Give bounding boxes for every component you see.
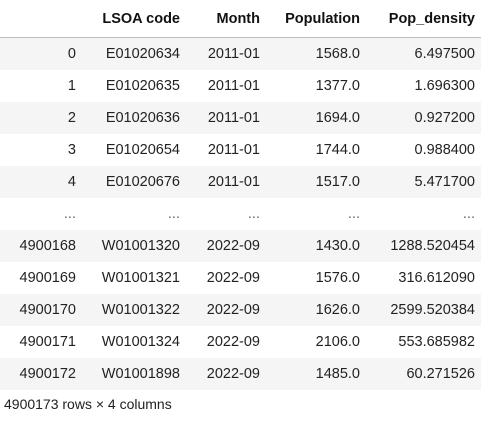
cell-population: ... <box>347 206 360 222</box>
cell-month: 2022-09 <box>206 270 260 286</box>
cell-lsoa-code: E01020634 <box>105 46 180 62</box>
column-header-month: Month <box>186 0 266 38</box>
ellipsis-row: ............... <box>0 198 481 230</box>
cell-population: 1744.0 <box>315 142 360 158</box>
row-index: 0 <box>67 46 76 62</box>
row-index: 4900172 <box>19 366 76 382</box>
column-header-population: Population <box>266 0 366 38</box>
row-index: 1 <box>67 78 76 94</box>
row-index: 4900171 <box>19 334 76 350</box>
cell-month: 2011-01 <box>207 46 260 62</box>
cell-pop-density: 1.696300 <box>414 78 475 94</box>
row-index: 4 <box>67 174 76 190</box>
column-header-index <box>0 0 82 38</box>
table-row: 3 E01020654 2011-01 1744.0 0.988400 <box>0 134 481 166</box>
row-index: ... <box>63 206 76 222</box>
cell-pop-density: 0.927200 <box>414 110 475 126</box>
cell-month: ... <box>247 206 260 222</box>
shape-summary: 4900173 rows × 4 columns <box>4 396 172 412</box>
cell-pop-density: 2599.520384 <box>390 302 475 318</box>
cell-pop-density: 1288.520454 <box>390 238 475 254</box>
cell-pop-density: 316.612090 <box>398 270 475 286</box>
header-row: LSOA code Month Population Pop_density <box>0 0 481 38</box>
cell-pop-density: 60.271526 <box>406 366 475 382</box>
cell-month: 2022-09 <box>206 334 260 350</box>
table-row: 0 E01020634 2011-01 1568.0 6.497500 <box>0 37 481 70</box>
row-index: 4900168 <box>19 238 76 254</box>
cell-population: 1517.0 <box>315 174 360 190</box>
cell-pop-density: 553.685982 <box>398 334 475 350</box>
cell-pop-density: ... <box>462 206 475 222</box>
cell-population: 1626.0 <box>315 302 360 318</box>
table-row: 4 E01020676 2011-01 1517.0 5.471700 <box>0 166 481 198</box>
row-index: 3 <box>67 142 76 158</box>
cell-month: 2011-01 <box>207 142 260 158</box>
row-index: 2 <box>67 110 76 126</box>
table-row: 4900172 W01001898 2022-09 1485.0 60.271526 <box>0 358 481 390</box>
cell-pop-density: 5.471700 <box>414 174 475 190</box>
cell-lsoa-code: W01001324 <box>101 334 180 350</box>
table-row: 4900169 W01001321 2022-09 1576.0 316.612090 <box>0 262 481 294</box>
table-row: 4900168 W01001320 2022-09 1430.0 1288.520454 <box>0 230 481 262</box>
cell-population: 1485.0 <box>315 366 360 382</box>
cell-population: 1377.0 <box>315 78 360 94</box>
column-header-pop-density: Pop_density <box>366 0 481 38</box>
cell-lsoa-code: E01020676 <box>105 174 180 190</box>
table-row: 4900170 W01001322 2022-09 1626.0 2599.520384 <box>0 294 481 326</box>
cell-pop-density: 6.497500 <box>414 46 475 62</box>
cell-lsoa-code: E01020636 <box>105 110 180 126</box>
table-header: LSOA code Month Population Pop_density <box>0 0 481 38</box>
cell-population: 1568.0 <box>315 46 360 62</box>
cell-population: 1694.0 <box>315 110 360 126</box>
cell-month: 2011-01 <box>207 174 260 190</box>
cell-lsoa-code: W01001320 <box>101 238 180 254</box>
column-header-lsoa-code: LSOA code <box>82 0 186 38</box>
cell-lsoa-code: E01020635 <box>105 78 180 94</box>
table-row: 4900171 W01001324 2022-09 2106.0 553.685982 <box>0 326 481 358</box>
cell-month: 2022-09 <box>206 366 260 382</box>
cell-lsoa-code: W01001322 <box>101 302 180 318</box>
cell-month: 2022-09 <box>206 302 260 318</box>
cell-lsoa-code: W01001898 <box>101 366 180 382</box>
cell-month: 2011-01 <box>207 110 260 126</box>
cell-month: 2011-01 <box>207 78 260 94</box>
cell-population: 1430.0 <box>315 238 360 254</box>
cell-month: 2022-09 <box>206 238 260 254</box>
table-row: 2 E01020636 2011-01 1694.0 0.927200 <box>0 102 481 134</box>
dataframe-output: LSOA code Month Population Pop_density 0… <box>0 0 481 390</box>
cell-pop-density: 0.988400 <box>414 142 475 158</box>
cell-population: 2106.0 <box>315 334 360 350</box>
cell-lsoa-code: W01001321 <box>101 270 180 286</box>
row-index: 4900170 <box>19 302 76 318</box>
cell-lsoa-code: E01020654 <box>105 142 180 158</box>
row-index: 4900169 <box>19 270 76 286</box>
table-row: 1 E01020635 2011-01 1377.0 1.696300 <box>0 70 481 102</box>
table-body: 0 E01020634 2011-01 1568.0 6.497500 1 E0102063… <box>0 37 481 390</box>
cell-lsoa-code: ... <box>167 206 180 222</box>
cell-population: 1576.0 <box>315 270 360 286</box>
dataframe-table: LSOA code Month Population Pop_density 0… <box>0 0 481 390</box>
